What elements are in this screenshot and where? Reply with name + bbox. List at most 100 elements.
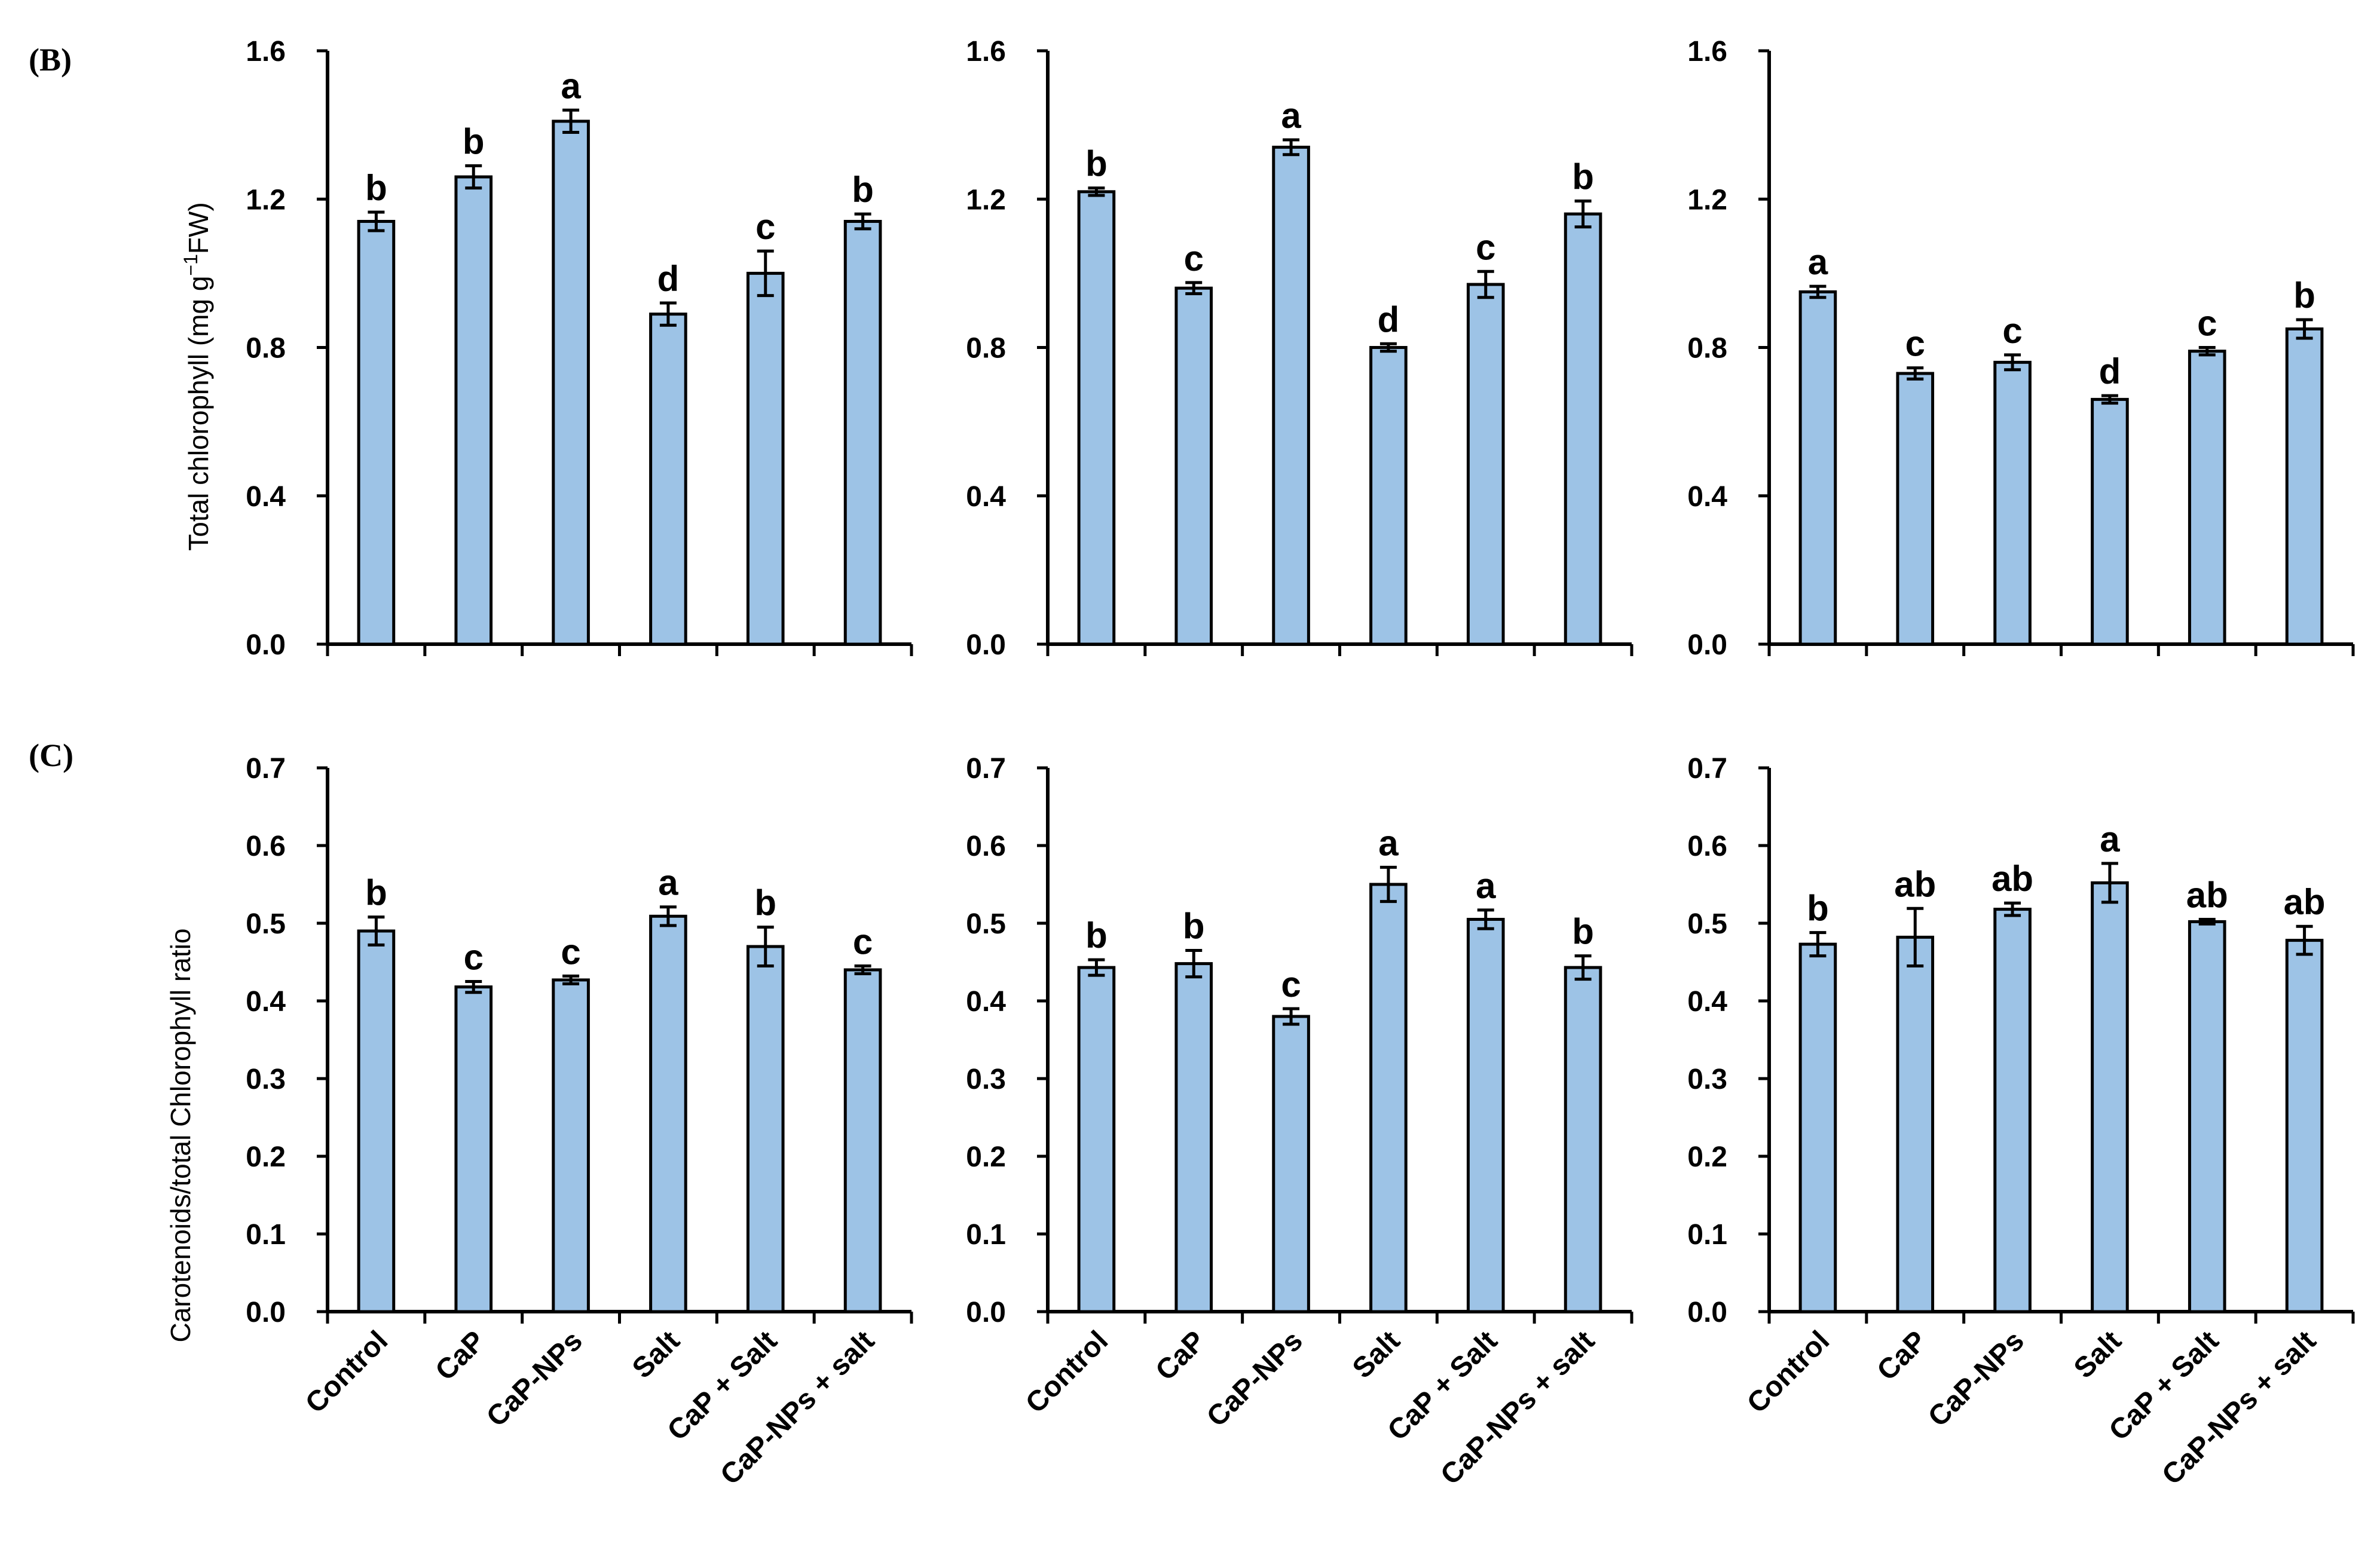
category-label: CaP-NPs [1201, 1325, 1309, 1433]
significance-letter: b [2293, 275, 2315, 316]
bar [1077, 966, 1116, 1313]
significance-letter: c [853, 922, 873, 962]
significance-letter: d [1378, 299, 1400, 339]
y-tick-label: 0.5 [246, 908, 286, 940]
y-tick-label: 0.7 [246, 753, 286, 785]
bar [454, 175, 493, 646]
bar [2188, 350, 2226, 646]
y-tick-label: 0.3 [246, 1064, 286, 1095]
bar [1272, 145, 1310, 646]
bar [1564, 212, 1602, 646]
y-tick-label: 1.2 [966, 184, 1006, 216]
significance-letter: b [365, 873, 387, 913]
panel-label-c: (C) [29, 737, 74, 773]
significance-letter: c [2197, 304, 2217, 344]
y-tick-label: 0.4 [246, 481, 286, 513]
y-tick-label: 0.4 [1687, 986, 1727, 1018]
chart-ratio-2: 0.0 0.1 0.2 0.3 0.4 0.5 0.6 0.7 b Control b CaP c CaP… [966, 753, 1633, 1491]
category-label: Control [1020, 1325, 1114, 1419]
y-tick-label: 0.0 [1687, 1297, 1727, 1328]
y-tick-label: 0.2 [966, 1141, 1006, 1173]
y-tick-label: 1.6 [1687, 36, 1727, 68]
panel-label-b: (B) [29, 42, 72, 78]
bar [843, 968, 882, 1313]
bar [649, 914, 687, 1313]
bar [357, 219, 396, 646]
y-tick-label: 0.0 [246, 1297, 286, 1328]
significance-letter: ab [2186, 875, 2228, 915]
y-tick-label: 0.4 [966, 481, 1006, 513]
y-axis-label-chlorophyll-sup: −1 [180, 254, 201, 275]
significance-letter: b [365, 168, 387, 208]
y-axis-label-ratio-text: Carotenoids/total Chlorophyll ratio [165, 929, 196, 1343]
bar [1564, 966, 1602, 1313]
significance-letter: c [1476, 227, 1495, 267]
charts: 0.0 0.4 0.8 1.2 1.6 b b a d c b 0.0 0.4 0.8 1.2 1.6 b c a d… [246, 36, 2355, 1491]
y-axis-label-chlorophyll-main: Total chlorophyll (mg g [183, 276, 214, 551]
bar [1174, 962, 1213, 1313]
category-label: Control [299, 1325, 394, 1419]
y-axis-label-chlorophyll: Total chlorophyll (mg g−1FW) [180, 202, 214, 551]
bar [1466, 918, 1505, 1313]
y-tick-label: 0.2 [1687, 1141, 1727, 1173]
significance-letter: ab [1894, 864, 1936, 904]
significance-letter: b [463, 121, 485, 161]
significance-letter: c [755, 207, 775, 247]
y-tick-label: 0.6 [1687, 831, 1727, 862]
y-tick-label: 1.6 [966, 36, 1006, 68]
significance-letter: ab [1992, 859, 2033, 899]
y-tick-label: 0.3 [1687, 1064, 1727, 1095]
y-tick-label: 0.0 [966, 1297, 1006, 1328]
y-axis-label-ratio: Carotenoids/total Chlorophyll ratio [165, 929, 196, 1343]
bar [552, 978, 590, 1313]
y-tick-label: 0.4 [246, 986, 286, 1018]
category-label: Control [1741, 1325, 1836, 1419]
y-tick-label: 0.4 [966, 986, 1006, 1018]
category-label: CaP-NPs [481, 1325, 589, 1433]
bar [2285, 327, 2324, 646]
significance-letter: a [1808, 242, 1828, 282]
category-label: Salt [2068, 1325, 2128, 1385]
significance-letter: c [2002, 311, 2022, 351]
bar [552, 120, 590, 646]
panel-labels: (B) (C) [29, 42, 74, 773]
y-tick-label: 0.7 [1687, 753, 1727, 785]
bar [1798, 290, 1837, 646]
svg-text:Total chlorophyll (mg g−1FW): Total chlorophyll (mg g−1FW) [180, 202, 214, 551]
bar [357, 929, 396, 1313]
y-tick-label: 0.6 [966, 831, 1006, 862]
chart-chlorophyll-3: 0.0 0.4 0.8 1.2 1.6 a c c d c b [1687, 36, 2355, 661]
bar [1174, 286, 1213, 646]
category-label: CaP-NPs [1922, 1325, 2030, 1433]
significance-letter: a [1476, 866, 1496, 906]
bar [454, 985, 493, 1313]
category-label: CaP [1871, 1325, 1934, 1387]
significance-letter: d [657, 259, 680, 299]
y-tick-label: 0.4 [1687, 481, 1727, 513]
significance-letter: b [1807, 889, 1829, 929]
significance-letter: c [561, 932, 580, 972]
category-label: Salt [626, 1325, 686, 1385]
y-tick-label: 0.3 [966, 1064, 1006, 1095]
chart-ratio-3: 0.0 0.1 0.2 0.3 0.4 0.5 0.6 0.7 b Control ab CaP ab C… [1687, 753, 2355, 1491]
bar [2188, 920, 2226, 1313]
bar [1369, 346, 1408, 646]
bar [1272, 1015, 1310, 1313]
y-tick-label: 0.8 [246, 333, 286, 365]
significance-letter: b [1572, 157, 1594, 197]
category-label: Salt [1347, 1325, 1406, 1385]
significance-letter: b [1085, 144, 1108, 184]
significance-letter: b [1183, 906, 1205, 947]
significance-letter: c [1281, 964, 1301, 1004]
y-tick-label: 0.0 [1687, 629, 1727, 661]
chart-chlorophyll-2: 0.0 0.4 0.8 1.2 1.6 b c a d c b [966, 36, 1633, 661]
y-tick-label: 0.7 [966, 753, 1006, 785]
y-tick-label: 1.6 [246, 36, 286, 68]
bar [1466, 283, 1505, 646]
y-tick-label: 0.5 [1687, 908, 1727, 940]
significance-letter: c [1184, 238, 1204, 278]
bar [1896, 935, 1935, 1313]
y-tick-label: 0.2 [246, 1141, 286, 1173]
y-tick-label: 0.5 [966, 908, 1006, 940]
y-tick-label: 0.6 [246, 831, 286, 862]
